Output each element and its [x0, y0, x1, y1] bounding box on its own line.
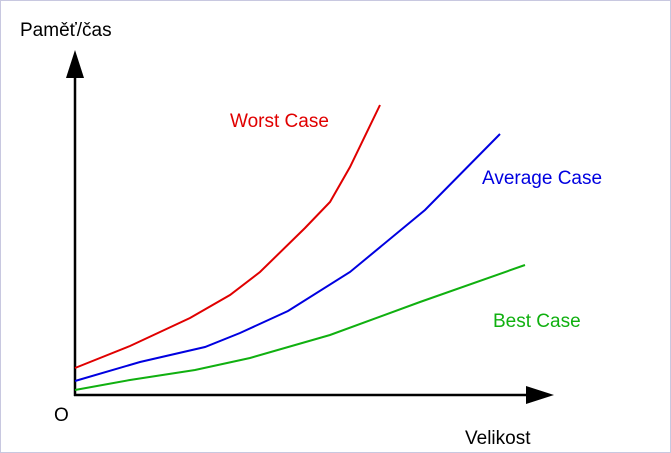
y-axis-label: Paměť/čas — [20, 20, 112, 41]
worst-curve — [74, 104, 381, 369]
best-curve — [74, 264, 526, 391]
worst-label: Worst Case — [230, 111, 329, 132]
y-arrow — [66, 50, 84, 78]
x-axis-label: Velikost — [465, 428, 531, 449]
x-arrow — [526, 386, 554, 404]
average-curve — [74, 133, 501, 382]
best-label: Best Case — [493, 311, 581, 332]
average-label: Average Case — [482, 168, 602, 189]
axes — [73, 72, 534, 397]
origin-label: O — [54, 405, 69, 426]
